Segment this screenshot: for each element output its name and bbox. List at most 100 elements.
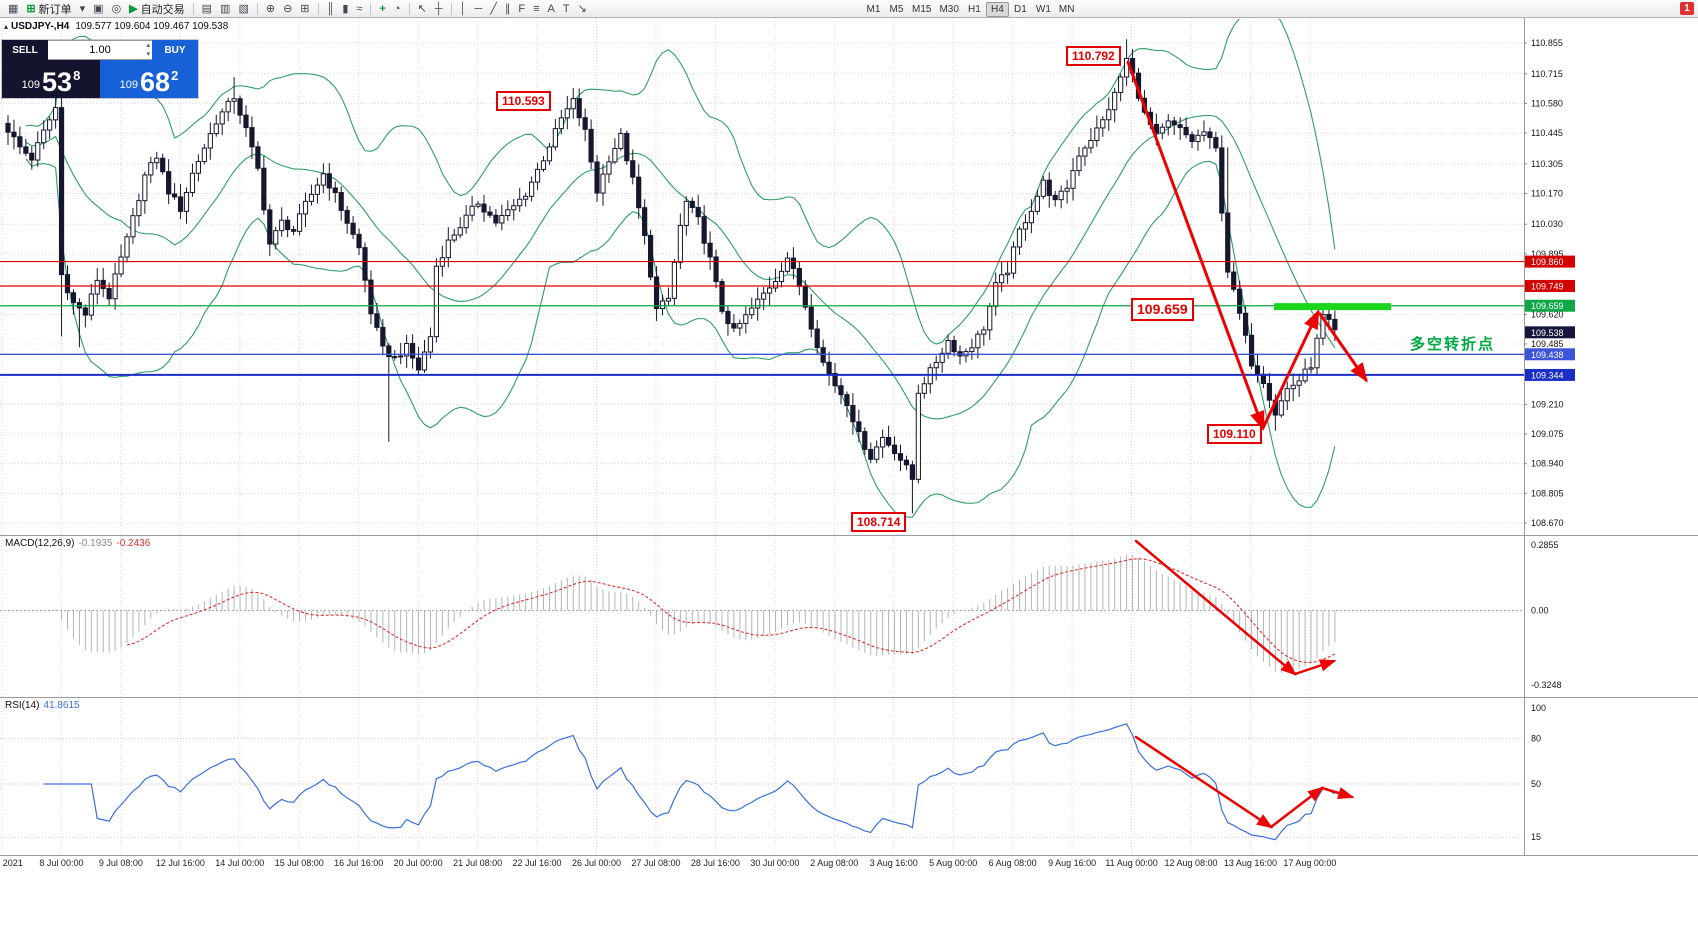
- profiles-dropdown-button[interactable]: ▾: [76, 1, 90, 17]
- time-axis-label: 5 Aug 00:00: [929, 858, 977, 868]
- price-callout: 110.593: [496, 91, 551, 112]
- window-list-button[interactable]: ▣: [89, 1, 107, 17]
- svg-text:0.2855: 0.2855: [1531, 540, 1559, 550]
- trendline-button[interactable]: ╱: [486, 1, 501, 17]
- bar-chart-type-icon: ║: [326, 2, 335, 15]
- indicators-button[interactable]: +: [375, 1, 389, 17]
- fibonacci-button[interactable]: F: [514, 1, 529, 17]
- volume-stepper-arrows[interactable]: ▴ ▾: [146, 41, 150, 59]
- symbol-title: USDJPY-,H4: [11, 21, 70, 32]
- tile-windows-button[interactable]: ⊞: [296, 1, 313, 17]
- price-callout: 109.110: [1207, 424, 1262, 445]
- tile-horizontal-button[interactable]: ▤: [198, 1, 216, 17]
- auto-trading-button[interactable]: ▶ 自动交易: [125, 1, 188, 17]
- horizontal-line-button[interactable]: ─: [470, 1, 486, 17]
- cascade-windows-icon: ▧: [238, 2, 249, 15]
- arrows-tool-button[interactable]: ↘: [574, 1, 591, 17]
- new-chart-button[interactable]: ▦: [4, 1, 22, 17]
- sell-price-display[interactable]: 109 53 8: [2, 60, 100, 98]
- svg-text:109.210: 109.210: [1531, 399, 1564, 409]
- line-chart-type-button[interactable]: ≈: [352, 1, 366, 17]
- sell-button[interactable]: SELL: [2, 40, 48, 60]
- svg-text:-0.3248: -0.3248: [1531, 680, 1562, 690]
- time-axis-label: 20 Jul 00:00: [394, 858, 443, 868]
- price-callout: 108.714: [851, 512, 907, 533]
- timeframe-mn[interactable]: MN: [1058, 3, 1075, 15]
- time-axis-label: 7 Jul 2021: [0, 858, 23, 868]
- timeframe-d1[interactable]: D1: [1014, 3, 1027, 15]
- horizontal-line-icon: ─: [474, 2, 483, 15]
- label-button[interactable]: T: [559, 1, 574, 17]
- price-badge: [1525, 299, 1575, 312]
- vertical-line-icon: │: [459, 2, 467, 15]
- new-order-button[interactable]: ⊞ 新订单: [22, 1, 75, 17]
- timeframe-m15[interactable]: M15: [912, 3, 932, 15]
- svg-text:0.00: 0.00: [1531, 605, 1549, 615]
- crosshair-button[interactable]: ┼: [431, 1, 447, 17]
- price-badge: [1525, 255, 1575, 268]
- rsi-label: RSI(14) 41.8615: [5, 700, 80, 711]
- buy-price-pip: 2: [171, 68, 179, 83]
- macd-main-value: -0.1935: [78, 538, 113, 549]
- tile-windows-icon: ⊞: [300, 2, 310, 15]
- new-order-icon: ⊞: [26, 2, 36, 15]
- macd-label: MACD(12,26,9) -0.1935 -0.2436: [5, 538, 150, 549]
- buy-price-display[interactable]: 109 68 2: [100, 60, 198, 98]
- timeframe-m5[interactable]: M5: [889, 3, 904, 15]
- volume-value: 1.00: [89, 44, 111, 56]
- label-icon: T: [562, 2, 570, 15]
- candlestick-type-button[interactable]: ▮: [338, 1, 352, 17]
- buy-price-prefix: 109: [119, 79, 139, 91]
- trendline-icon: ╱: [490, 2, 497, 15]
- buy-price-big: 68: [140, 67, 171, 98]
- svg-text:109.749: 109.749: [1531, 281, 1564, 291]
- time-axis-label: 17 Aug 00:00: [1283, 858, 1336, 868]
- bar-chart-type-button[interactable]: ║: [323, 1, 339, 17]
- zoom-out-button[interactable]: ⊖: [279, 1, 296, 17]
- period-clock-icon: ◔: [393, 2, 401, 15]
- quotes-icon: ◎: [111, 2, 122, 15]
- candlestick-type-icon: ▮: [342, 2, 349, 15]
- time-axis-label: 28 Jul 16:00: [691, 858, 740, 868]
- time-axis-label: 16 Jul 16:00: [334, 858, 383, 868]
- buy-button[interactable]: BUY: [152, 40, 198, 60]
- svg-text:15: 15: [1531, 832, 1541, 842]
- channel-button[interactable]: ∥: [501, 1, 515, 17]
- time-axis-label: 21 Jul 08:00: [453, 858, 502, 868]
- svg-text:109.538: 109.538: [1531, 328, 1564, 338]
- vertical-line-button[interactable]: │: [456, 1, 471, 17]
- zoom-out-icon: ⊖: [283, 2, 293, 15]
- svg-text:80: 80: [1531, 733, 1541, 743]
- zoom-in-button[interactable]: ⊕: [262, 1, 279, 17]
- text-button[interactable]: A: [543, 1, 558, 17]
- cursor-button[interactable]: ↖: [414, 1, 431, 17]
- crosshair-icon: ┼: [434, 2, 443, 15]
- time-axis-label: 8 Jul 00:00: [39, 858, 83, 868]
- period-clock-button[interactable]: ◔: [390, 1, 405, 17]
- toolbar-separator: [370, 2, 372, 15]
- timeframe-w1[interactable]: W1: [1035, 3, 1051, 15]
- price-badge: [1525, 348, 1575, 361]
- stepper-up-icon[interactable]: ▴: [146, 42, 150, 49]
- trade-panel-collapse-icon[interactable]: ▴: [4, 22, 9, 31]
- price-callout: 110.792: [1066, 46, 1121, 67]
- timeframe-h4[interactable]: H4: [985, 1, 1009, 17]
- levels-button[interactable]: ≡: [529, 1, 543, 17]
- volume-stepper[interactable]: 1.00 ▴ ▾: [48, 40, 152, 60]
- timeframe-h1[interactable]: H1: [968, 3, 981, 15]
- tile-vertical-button[interactable]: ▥: [216, 1, 234, 17]
- tile-vertical-icon: ▥: [220, 2, 231, 15]
- timeframe-m1[interactable]: M1: [866, 3, 881, 15]
- macd-name: MACD(12,26,9): [5, 538, 75, 549]
- arrows-tool-icon: ↘: [577, 2, 587, 15]
- stepper-down-icon[interactable]: ▾: [146, 51, 150, 58]
- svg-text:108.670: 108.670: [1531, 518, 1564, 528]
- svg-text:108.940: 108.940: [1531, 459, 1564, 469]
- timeframe-m30[interactable]: M30: [939, 3, 959, 15]
- notification-badge[interactable]: 1: [1680, 2, 1694, 15]
- quotes-button[interactable]: ◎: [108, 1, 126, 17]
- sell-price-prefix: 109: [21, 79, 41, 91]
- cascade-windows-button[interactable]: ▧: [234, 1, 252, 17]
